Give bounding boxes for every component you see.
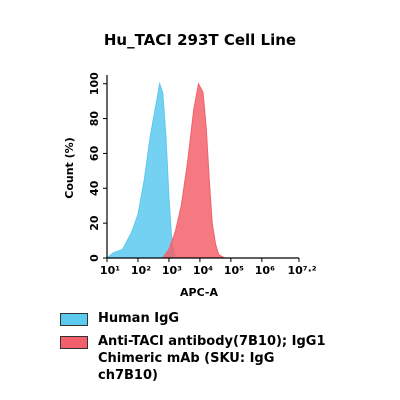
x-tick-label: 10³ xyxy=(162,264,182,277)
chart: Hu_TACI 293T Cell Line APC-A Count (%) 0… xyxy=(63,31,317,299)
y-tick-label: 100 xyxy=(88,72,101,95)
legend: Human IgG Anti-TACI antibody(7B10); IgG1 … xyxy=(60,310,360,390)
histogram xyxy=(161,82,227,259)
x-tick-label: 10² xyxy=(131,264,151,277)
y-tick-label: 20 xyxy=(88,215,101,231)
x-tick-label: 10¹ xyxy=(100,264,120,277)
legend-item: Human IgG xyxy=(60,310,360,327)
legend-swatch xyxy=(60,313,88,326)
chart-title: Hu_TACI 293T Cell Line xyxy=(104,31,296,49)
x-tick-label: 10⁶ xyxy=(255,264,275,277)
legend-label: Anti-TACI antibody(7B10); IgG1 Chimeric … xyxy=(98,334,326,383)
x-tick-label: 10⁷·² xyxy=(287,264,316,277)
x-tick-label: 10⁴ xyxy=(193,264,213,277)
y-tick-label: 80 xyxy=(88,111,101,127)
legend-swatch xyxy=(60,336,88,349)
histogram xyxy=(105,81,176,259)
x-tick-label: 10⁵ xyxy=(224,264,244,277)
y-axis-label: Count (%) xyxy=(63,137,76,198)
y-tick-label: 0 xyxy=(88,254,101,262)
y-tick-label: 40 xyxy=(88,180,101,196)
legend-label: Human IgG xyxy=(98,311,180,326)
x-axis-label: APC-A xyxy=(180,286,218,299)
y-tick-label: 60 xyxy=(88,145,101,161)
legend-item: Anti-TACI antibody(7B10); IgG1 Chimeric … xyxy=(60,333,360,384)
